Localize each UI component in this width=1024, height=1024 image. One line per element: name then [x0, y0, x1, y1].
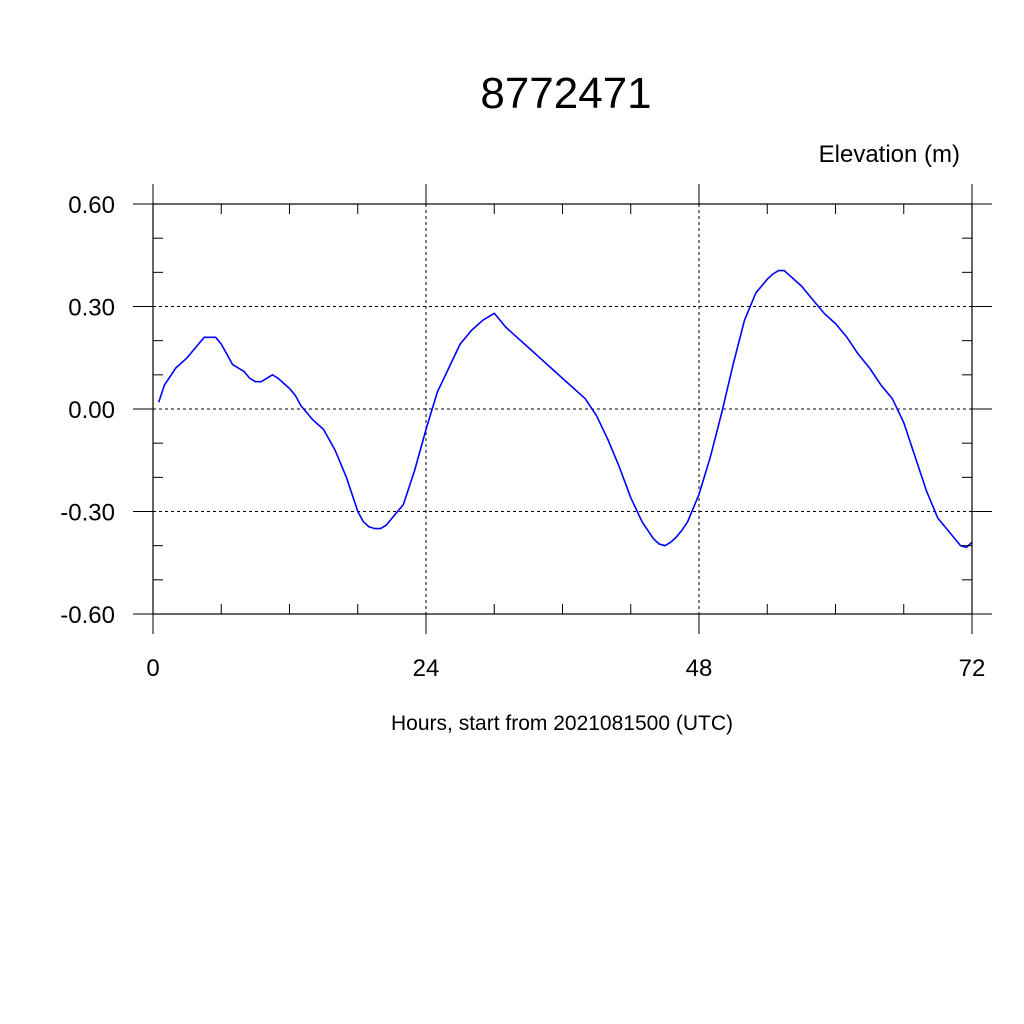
chart-subtitle: Elevation (m) [819, 141, 960, 168]
x-tick-label: 48 [686, 655, 713, 682]
tick-marks [133, 184, 992, 634]
series-line-0 [157, 269, 973, 549]
x-tick-label: 24 [413, 655, 440, 682]
y-tick-label: -0.30 [60, 500, 115, 527]
x-tick-label: 0 [146, 655, 159, 682]
x-axis-label: Hours, start from 2021081500 (UTC) [391, 712, 733, 735]
y-tick-label: 0.30 [68, 295, 115, 322]
y-tick-label: 0.00 [68, 397, 115, 424]
chart-title: 8772471 [480, 69, 651, 118]
grid-lines [152, 203, 973, 615]
x-tick-label: 72 [959, 655, 986, 682]
series-layer [157, 269, 973, 549]
tick-labels: 0 24 48 72 -0.60 -0.30 0.00 0.30 0.60 [60, 192, 985, 682]
y-tick-label: -0.60 [60, 602, 115, 629]
y-tick-label: 0.60 [68, 192, 115, 219]
